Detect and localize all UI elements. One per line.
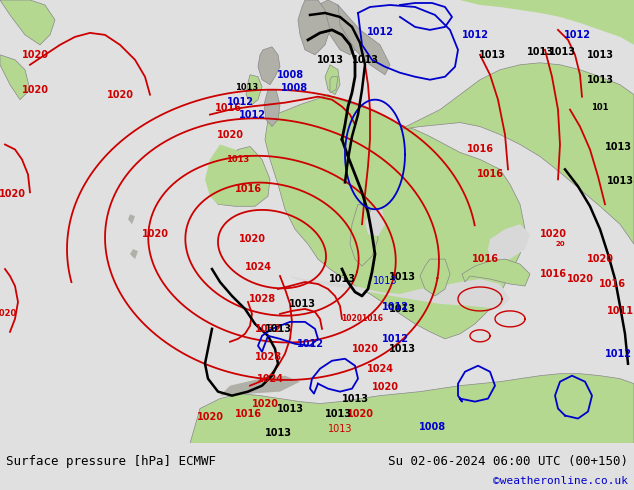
Text: 1012: 1012	[226, 97, 254, 107]
Text: 1012: 1012	[297, 339, 323, 349]
Polygon shape	[220, 376, 300, 395]
Text: 1013: 1013	[548, 47, 576, 57]
Text: 1020: 1020	[567, 274, 593, 284]
Text: 20: 20	[555, 241, 565, 247]
Polygon shape	[305, 0, 360, 55]
Text: 101: 101	[592, 103, 609, 112]
Polygon shape	[338, 5, 390, 75]
Text: 1013: 1013	[389, 272, 415, 282]
Text: 1008: 1008	[281, 83, 309, 93]
Text: 1012: 1012	[604, 349, 631, 359]
Text: 1013: 1013	[276, 404, 304, 414]
Text: 1013: 1013	[479, 50, 505, 60]
Polygon shape	[128, 214, 135, 224]
Polygon shape	[488, 224, 530, 259]
Text: 1020: 1020	[252, 398, 278, 409]
Text: 1013: 1013	[328, 423, 353, 434]
Polygon shape	[264, 90, 280, 126]
Text: 1013: 1013	[316, 55, 344, 65]
Text: 1020: 1020	[141, 229, 169, 239]
Text: 1008: 1008	[418, 421, 446, 432]
Text: 1013: 1013	[373, 276, 398, 286]
Polygon shape	[420, 259, 450, 296]
Polygon shape	[0, 55, 30, 99]
Text: 1013: 1013	[526, 47, 553, 57]
Text: 1020: 1020	[0, 189, 25, 199]
Text: 1016: 1016	[540, 269, 567, 279]
Text: 1013: 1013	[607, 176, 633, 186]
Text: 1020: 1020	[372, 382, 399, 392]
Text: ©weatheronline.co.uk: ©weatheronline.co.uk	[493, 476, 628, 486]
Polygon shape	[298, 0, 330, 55]
Text: 1013: 1013	[342, 393, 368, 404]
Text: 1020: 1020	[0, 309, 16, 318]
Text: 1020: 1020	[586, 254, 614, 264]
Polygon shape	[462, 259, 530, 286]
Polygon shape	[365, 209, 385, 236]
Text: 1012: 1012	[238, 110, 266, 120]
Text: 1024: 1024	[257, 374, 283, 384]
Polygon shape	[330, 77, 338, 93]
Polygon shape	[265, 95, 525, 339]
Polygon shape	[190, 374, 634, 443]
Text: Surface pressure [hPa] ECMWF: Surface pressure [hPa] ECMWF	[6, 455, 216, 467]
Text: 1013: 1013	[264, 428, 292, 439]
Polygon shape	[325, 65, 340, 95]
Text: 1013: 1013	[389, 304, 415, 314]
Text: 1020: 1020	[107, 90, 134, 99]
Text: 1013: 1013	[351, 55, 378, 65]
Text: 1013: 1013	[264, 324, 292, 334]
Polygon shape	[350, 204, 378, 266]
Text: 1024: 1024	[245, 262, 271, 272]
Polygon shape	[290, 276, 510, 309]
Text: 1016: 1016	[235, 184, 261, 195]
Text: 1013: 1013	[235, 83, 259, 92]
Text: 1032: 1032	[254, 324, 281, 334]
Text: 1028: 1028	[254, 352, 281, 362]
Polygon shape	[460, 0, 634, 45]
Text: 1008: 1008	[276, 70, 304, 80]
Text: 1020: 1020	[22, 50, 48, 60]
Text: 1013: 1013	[586, 74, 614, 85]
Text: 1016: 1016	[214, 102, 242, 113]
Text: 1016: 1016	[598, 279, 626, 289]
Text: 1016: 1016	[235, 409, 261, 418]
Text: 1020: 1020	[540, 229, 567, 239]
Polygon shape	[130, 249, 138, 259]
Text: 1013: 1013	[586, 50, 614, 60]
Polygon shape	[205, 145, 258, 204]
Text: 1020: 1020	[351, 344, 378, 354]
Text: 1028: 1028	[249, 294, 276, 304]
Text: 1020: 1020	[347, 409, 373, 418]
Text: 10201016: 10201016	[341, 315, 383, 323]
Text: 1020: 1020	[197, 412, 224, 421]
Text: 1016: 1016	[477, 170, 503, 179]
Text: 1016: 1016	[472, 254, 498, 264]
Polygon shape	[258, 47, 280, 85]
Text: 1012: 1012	[564, 30, 590, 40]
Text: 1013: 1013	[288, 299, 316, 309]
Text: 1012: 1012	[366, 27, 394, 37]
Text: 1013: 1013	[226, 155, 250, 164]
Polygon shape	[210, 147, 270, 206]
Polygon shape	[400, 63, 634, 244]
Text: 1011: 1011	[607, 306, 633, 316]
Text: 1020: 1020	[22, 85, 48, 95]
Text: 1012: 1012	[382, 302, 408, 312]
Polygon shape	[246, 75, 262, 105]
Text: 1013: 1013	[604, 143, 631, 152]
Text: 1020: 1020	[216, 129, 243, 140]
Text: Su 02-06-2024 06:00 UTC (00+150): Su 02-06-2024 06:00 UTC (00+150)	[387, 455, 628, 467]
Polygon shape	[0, 0, 55, 45]
Text: 1012: 1012	[382, 334, 408, 344]
Text: 1024: 1024	[366, 364, 394, 374]
Text: 1012: 1012	[462, 30, 489, 40]
Text: 1013: 1013	[328, 274, 356, 284]
Text: 1020: 1020	[238, 234, 266, 244]
Text: 1016: 1016	[467, 145, 493, 154]
Text: 1013: 1013	[325, 409, 351, 418]
Text: 1013: 1013	[389, 344, 415, 354]
